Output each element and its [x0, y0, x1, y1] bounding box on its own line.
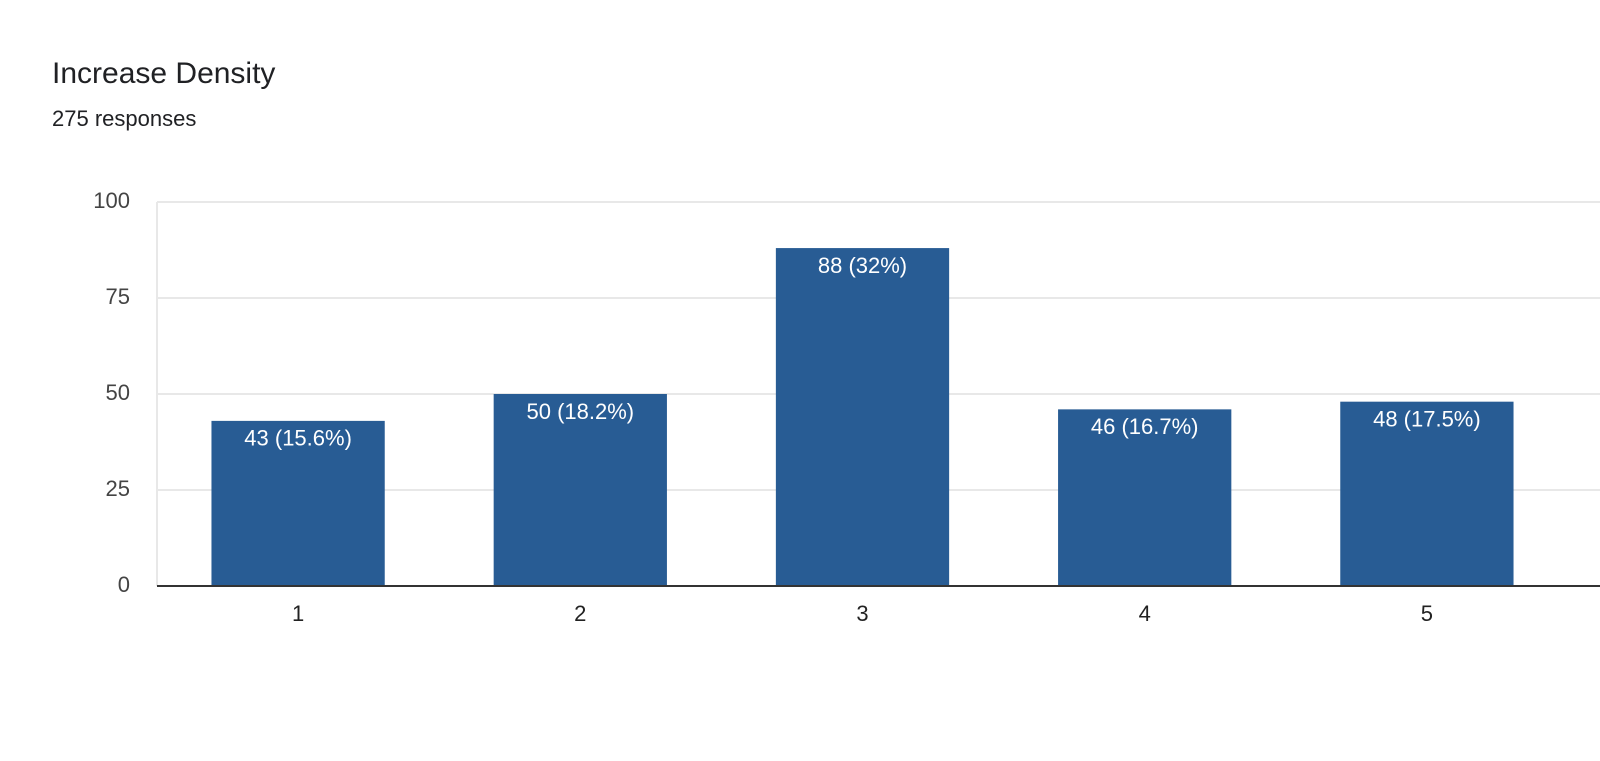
value-label: 50 (18.2%): [526, 399, 634, 424]
value-label: 48 (17.5%): [1373, 406, 1481, 431]
value-label: 88 (32%): [818, 253, 907, 278]
bar: [775, 248, 950, 586]
y-tick-label: 0: [118, 572, 130, 597]
x-tick-label: 3: [856, 601, 868, 626]
bar: [1340, 401, 1514, 586]
bar: [1058, 409, 1232, 586]
x-tick-label: 2: [574, 601, 586, 626]
y-tick-label: 100: [93, 188, 130, 213]
value-label: 43 (15.6%): [244, 426, 352, 451]
bar: [493, 394, 667, 586]
chart-title: Increase Density: [52, 57, 275, 90]
x-tick-label: 1: [292, 601, 304, 626]
y-tick-label: 25: [106, 476, 130, 501]
y-tick-label: 75: [106, 284, 130, 309]
value-label: 46 (16.7%): [1091, 414, 1199, 439]
chart-subtitle: 275 responses: [52, 106, 196, 131]
bar: [211, 420, 385, 586]
y-tick-label: 50: [106, 380, 130, 405]
x-tick-label: 5: [1421, 601, 1433, 626]
x-tick-label: 4: [1139, 601, 1151, 626]
